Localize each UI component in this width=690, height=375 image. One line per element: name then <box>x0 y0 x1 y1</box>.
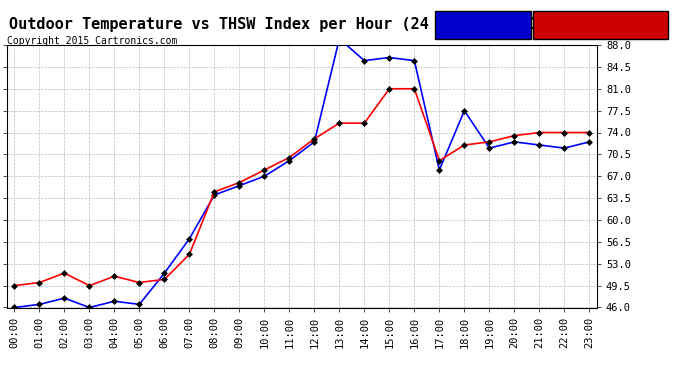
Text: Temperature  (°F): Temperature (°F) <box>551 20 651 30</box>
Text: Copyright 2015 Cartronics.com: Copyright 2015 Cartronics.com <box>7 36 177 46</box>
Text: Outdoor Temperature vs THSW Index per Hour (24 Hours)  20150517: Outdoor Temperature vs THSW Index per Ho… <box>9 17 584 32</box>
Text: THSW  (°F): THSW (°F) <box>453 20 513 30</box>
